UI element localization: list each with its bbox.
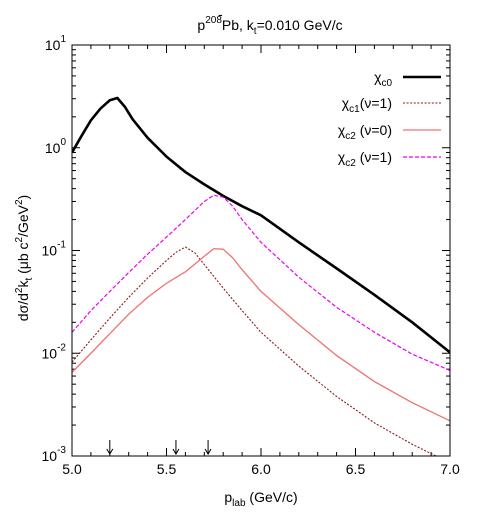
series-line-4 (72, 194, 450, 372)
threshold-arrow-head (172, 448, 180, 455)
y-tick-label: 10-1 (42, 240, 67, 259)
x-tick-label: 6.5 (346, 461, 366, 477)
x-tick-label: 7.0 (440, 461, 460, 477)
legend: χc0 χc1(ν=1) χc2 (ν=0) χc2 (ν=1) (338, 69, 441, 169)
y-tick-label: 10-3 (42, 445, 67, 464)
legend-label-2: χc1(ν=1) (342, 95, 392, 115)
legend-label-3: χc2 (ν=0) (338, 122, 392, 142)
x-tick-label: 6.0 (251, 461, 271, 477)
threshold-arrow-head (106, 448, 114, 455)
series-line-3 (72, 248, 450, 422)
legend-label-1: χc0 (374, 69, 392, 89)
threshold-arrows (106, 440, 212, 455)
x-axis-label: plab (GeV/c) (224, 489, 297, 509)
x-tick-label: 5.5 (157, 461, 177, 477)
plot-frame (71, 44, 451, 457)
chart-title: p208Pb, kt=0.010 GeV/c (197, 15, 342, 37)
title-antiproton-bar: - (218, 6, 223, 22)
x-tick-label: 5.0 (62, 461, 82, 477)
y-tick-label: 101 (45, 34, 67, 53)
y-tick-label: 10-2 (42, 342, 67, 361)
y-axis-label: dσ/d2kt (μb c2/GeV2) (14, 195, 35, 321)
series-line-1 (72, 96, 450, 354)
legend-label-4: χc2 (ν=1) (338, 149, 392, 169)
threshold-arrow-head (204, 448, 212, 455)
y-tick-label: 100 (45, 137, 67, 156)
series-lines (72, 96, 450, 456)
axis-ticks: 5.0 5.5 6.0 6.5 7.0 10-3 10-2 10-1 100 101 (42, 34, 460, 477)
series-line-2 (72, 246, 438, 456)
